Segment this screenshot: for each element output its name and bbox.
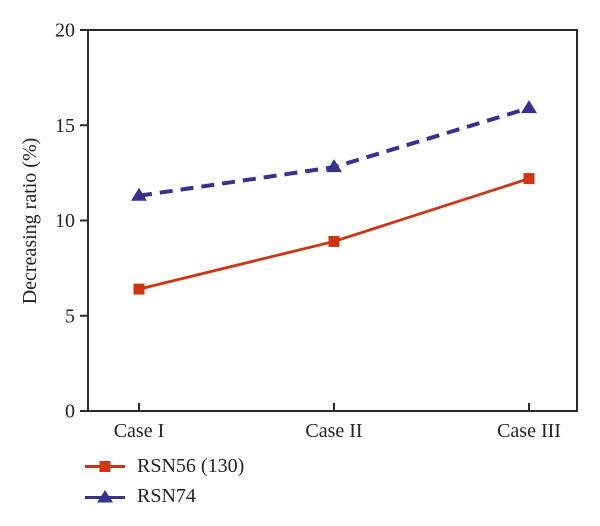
y-tick-label: 0 — [65, 401, 75, 423]
data-point-marker — [523, 173, 535, 185]
x-tick-label: Case II — [305, 420, 362, 442]
legend-item-rsn74: RSN74 — [84, 482, 244, 510]
data-point-marker — [326, 159, 342, 173]
plot-frame — [87, 29, 578, 412]
square-marker-icon — [85, 460, 125, 472]
legend-label-rsn56: RSN56 (130) — [137, 454, 245, 477]
y-tick-label: 10 — [55, 210, 75, 232]
legend-label-rsn74: RSN74 — [137, 484, 196, 507]
y-tick-label: 20 — [55, 20, 75, 42]
data-point-marker — [131, 187, 147, 201]
series-line — [138, 106, 530, 198]
x-tick-label: Case III — [497, 420, 561, 442]
data-point-marker — [521, 100, 537, 114]
triangle-marker-icon — [85, 489, 125, 502]
y-tick-label: 5 — [65, 305, 75, 327]
chart-legend: RSN56 (130) RSN74 — [84, 452, 244, 510]
series-line — [138, 177, 530, 291]
legend-item-rsn56: RSN56 (130) — [84, 452, 244, 480]
x-tick-label: Case I — [114, 420, 165, 442]
y-axis-title: Decreasing ratio (%) — [19, 137, 41, 305]
data-point-marker — [328, 235, 340, 247]
y-tick-label: 15 — [55, 115, 75, 137]
data-point-marker — [133, 283, 145, 295]
